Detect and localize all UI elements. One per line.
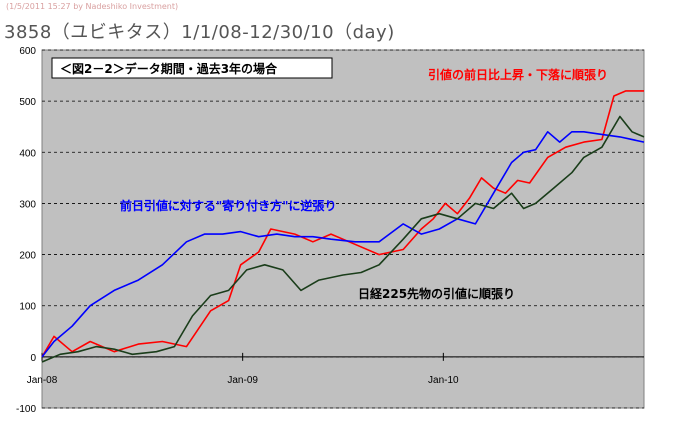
box-label-frame — [51, 57, 333, 79]
y-tick-label: 600 — [19, 46, 36, 57]
box-label: ＜図2－2＞データ期間・過去3年の場合 — [60, 61, 278, 76]
grid-lines — [42, 49, 644, 409]
plot-area — [41, 49, 645, 409]
y-tick-label: 0 — [30, 353, 36, 364]
annotation-red: 引値の前日比上昇・下落に順張り — [428, 67, 608, 82]
y-tick-label: 400 — [19, 148, 36, 159]
watermark: (1/5/2011 15:27 by Nadeshiko Investment) — [6, 2, 179, 11]
y-tick-label: -100 — [16, 404, 36, 415]
annotation-blue: 前日引値に対する"寄り付き方"に逆張り — [120, 198, 337, 213]
x-tick-label: Jan-09 — [227, 375, 258, 386]
x-tick-label: Jan-10 — [428, 375, 459, 386]
y-tick-label: 300 — [19, 199, 36, 210]
chart-title: 3858（ユビキタス）1/1/08-12/30/10（day) — [4, 22, 395, 43]
series-lines — [41, 90, 645, 363]
y-tick-label: 100 — [19, 302, 36, 313]
x-tick-label: Jan-08 — [27, 375, 58, 386]
y-tick-label: 500 — [19, 97, 36, 108]
y-axis: -100 0 100 200 300 400 500 600 — [16, 46, 36, 415]
annotation-green: 日経225先物の引値に順張り — [358, 286, 515, 301]
x-axis: Jan-08 Jan-09 Jan-10 — [27, 352, 459, 386]
y-tick-label: 200 — [19, 251, 36, 262]
series-line-1 — [41, 131, 645, 358]
series-line-2 — [41, 115, 645, 363]
